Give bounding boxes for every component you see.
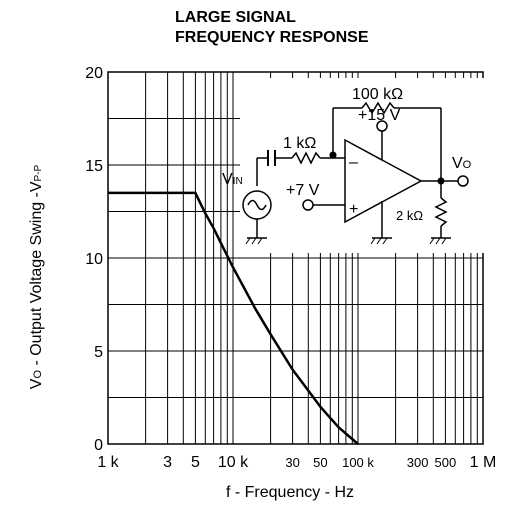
opamp-triangle <box>344 138 423 224</box>
chart-title-line-1: LARGE SIGNAL <box>175 9 296 26</box>
y-tick-label: 10 <box>85 251 103 268</box>
x-tick-label: 50 <box>313 455 327 470</box>
tick-label-layer: 1 k 3 5 10 k 30 50 100 k 300 500 1 M 0 5 10 15 20 <box>85 65 496 471</box>
y-tick-label: 20 <box>85 65 103 82</box>
output-v: V <box>452 155 463 172</box>
input-source-sub: IN <box>233 176 243 187</box>
y-axis-label: VO - Output Voltage Swing -VP-P <box>28 164 45 389</box>
input-source-v: V <box>222 171 233 188</box>
supply-label: +15 V <box>358 107 401 124</box>
output-sub: O <box>463 159 472 171</box>
x-tick-label: 100 k <box>342 455 374 470</box>
supply-terminal <box>376 120 388 132</box>
x-axis-label: f - Frequency - Hz <box>226 484 354 501</box>
noninverting-input-sign: + <box>349 201 358 218</box>
output-terminal <box>457 175 469 187</box>
circuit-schematic <box>240 78 485 253</box>
input-source-label: VIN <box>222 171 243 188</box>
chart-title: LARGE SIGNAL FREQUENCY RESPONSE <box>175 8 475 48</box>
y-axis-label-v: V <box>28 378 45 389</box>
x-tick-label: 30 <box>285 455 299 470</box>
input-node <box>329 151 337 159</box>
feedback-resistor-zigzag <box>361 101 395 115</box>
input-resistor-zigzag <box>291 151 321 165</box>
x-tick-label: 500 <box>435 455 457 470</box>
x-tick-label: 5 <box>191 454 200 471</box>
inverting-input-sign: – <box>349 154 358 171</box>
y-axis-label-main: - Output Voltage Swing -V <box>28 181 45 370</box>
circuit-labels: 100 kΩ 1 kΩ +15 V +7 V 2 kΩ VIN VO – + <box>222 86 472 223</box>
curve-layer <box>108 191 359 445</box>
input-resistor-label: 1 kΩ <box>283 135 316 152</box>
y-axis-label-sub-pp: P-P <box>33 164 44 181</box>
load-resistor-zigzag <box>434 197 448 227</box>
sine-wave-icon <box>247 199 267 211</box>
feedback-resistor-label: 100 kΩ <box>352 86 403 103</box>
output-label: VO <box>452 155 472 172</box>
x-tick-label: 1 k <box>97 454 119 471</box>
y-tick-label: 15 <box>85 158 103 175</box>
y-tick-label: 0 <box>94 437 103 454</box>
bias-terminal <box>302 199 314 211</box>
y-tick-label: 5 <box>94 344 103 361</box>
x-tick-label: 3 <box>163 454 172 471</box>
x-tick-label: 1 M <box>470 454 497 471</box>
x-tick-label: 10 k <box>218 454 249 471</box>
chart-title-line-2: FREQUENCY RESPONSE <box>175 29 369 46</box>
load-resistor-label: 2 kΩ <box>396 208 423 223</box>
y-axis-label-sub-o: O <box>32 370 44 379</box>
bias-label: +7 V <box>286 182 320 199</box>
series-line <box>108 191 359 445</box>
x-tick-label: 300 <box>407 455 429 470</box>
